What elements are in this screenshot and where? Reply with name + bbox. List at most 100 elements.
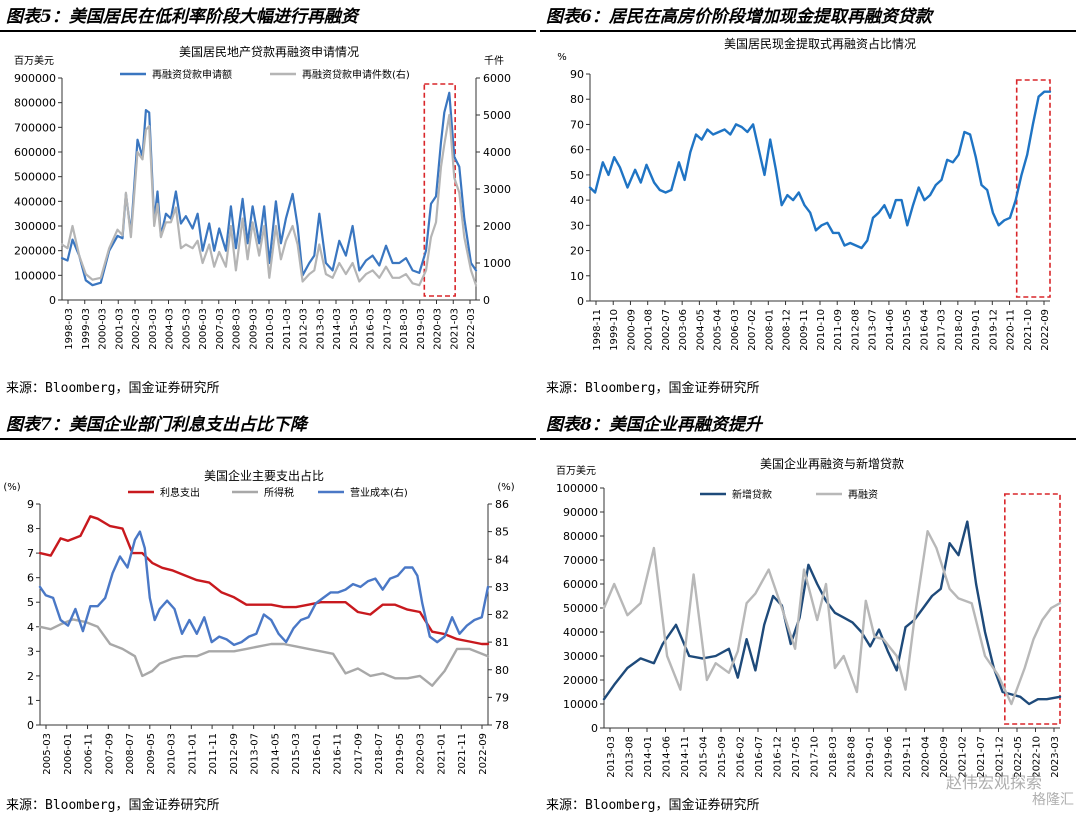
- x-tick-label: 2007-09: [104, 733, 115, 775]
- x-tick-label: 2014-06: [885, 309, 896, 351]
- y-tick-label-right: 83: [495, 581, 509, 594]
- x-tick-label: 1998-03: [64, 308, 75, 350]
- y-tick-label-left: 50000: [563, 602, 598, 615]
- x-tick-label: 2019-05: [395, 733, 406, 775]
- y-tick-label-left: 9: [27, 498, 34, 511]
- y-tick-label-left: 30: [570, 219, 584, 232]
- y-tick-label-left: 7: [27, 547, 34, 560]
- highlight-box: [423, 83, 456, 297]
- x-tick-label: 2008-12: [782, 309, 793, 351]
- x-tick-label: 2013-03: [606, 736, 617, 778]
- panel-figure-7: 图表7：美国企业部门利息支出占比下降 美国企业主要支出占比 (%) (%) 0 1 2 3 4…: [0, 408, 540, 815]
- y-tick-label-left: 400000: [14, 195, 56, 208]
- x-tick-label: 2011-11: [208, 733, 219, 775]
- y-tick-label-left: 4: [27, 621, 34, 634]
- y-tick-label-left: 50: [570, 169, 584, 182]
- x-tick-label: 2019-12: [988, 309, 999, 351]
- y-tick-label-left: 2: [27, 670, 34, 683]
- x-tick-label: 2016-03: [366, 308, 377, 350]
- x-tick-label: 2009-11: [799, 309, 810, 351]
- series-line: [38, 530, 490, 647]
- x-tick-label: 2016-12: [773, 736, 784, 778]
- x-tick-label: 2014-03: [332, 308, 343, 350]
- x-tick-label: 2005-04: [713, 309, 724, 351]
- legend-label: 利息支出: [160, 486, 200, 499]
- x-tick-label: 2017-10: [810, 736, 821, 778]
- x-tick-label: 2018-03: [399, 308, 410, 350]
- y-tick-label-left: 10: [570, 270, 584, 283]
- y-tick-label-left: 3: [27, 645, 34, 658]
- x-tick-label: 2018-08: [847, 736, 858, 778]
- y-tick-label-left: 10000: [563, 698, 598, 711]
- x-tick-label: 2013-07: [250, 733, 261, 775]
- legend-label: 新增贷款: [732, 488, 772, 501]
- series-line: [602, 520, 1062, 706]
- x-tick-label: 2004-05: [695, 309, 706, 351]
- x-tick-label: 2020-11: [1006, 309, 1017, 351]
- y-tick-label-right: 80: [495, 664, 509, 677]
- x-tick-label: 2000-09: [626, 309, 637, 351]
- y-tick-label-left: 70: [570, 118, 584, 131]
- y-tick-label-left: 60000: [563, 578, 598, 591]
- y-tick-label-left: 900000: [14, 72, 56, 85]
- y-tick-label-right: 3000: [483, 183, 511, 196]
- chart-title: 美国居民地产贷款再融资申请情况: [179, 45, 359, 59]
- x-tick-label: 2021-11: [457, 733, 468, 775]
- y-tick-label-right: 5000: [483, 109, 511, 122]
- series-line: [38, 618, 490, 687]
- figure-title: 图表8：美国企业再融资提升: [546, 415, 762, 435]
- title-rule: [540, 438, 1076, 440]
- y-axis-left-label: %: [557, 52, 567, 63]
- y-tick-label-left: 0: [591, 722, 598, 735]
- x-tick-label: 2004-03: [165, 308, 176, 350]
- x-tick-label: 2016-01: [312, 733, 323, 775]
- y-tick-label-right: 78: [495, 719, 509, 732]
- x-tick-label: 2008-01: [764, 309, 775, 351]
- x-tick-label: 2011-09: [833, 309, 844, 351]
- y-tick-label-left: 5: [27, 596, 34, 609]
- y-tick-label-right: 2000: [483, 220, 511, 233]
- x-tick-label: 2021-03: [449, 308, 460, 350]
- title-rule: [540, 30, 1076, 32]
- x-tick-label: 2020-09: [939, 736, 950, 778]
- legend-label: 营业成本(右): [350, 486, 408, 499]
- y-tick-label-left: 100000: [556, 482, 598, 495]
- chart-cash-out-refinance: 美国居民现金提取式再融资占比情况% 0 10 20 30 40 50 60 70 80 90 1998…: [557, 36, 1052, 351]
- x-tick-label: 2018-03: [828, 736, 839, 778]
- y-tick-label-right: 4000: [483, 146, 511, 159]
- y-axis-right-label: 千件: [484, 55, 504, 67]
- y-tick-label-right: 86: [495, 498, 509, 511]
- y-tick-label-left: 70000: [563, 554, 598, 567]
- x-tick-label: 2020-04: [921, 736, 932, 778]
- source-note: 来源：Bloomberg，国金证券研究所: [6, 798, 220, 813]
- y-tick-label-left: 200000: [14, 245, 56, 258]
- x-tick-label: 2007-03: [215, 308, 226, 350]
- x-tick-label: 2005-03: [181, 308, 192, 350]
- x-tick-label: 1998-11: [592, 309, 603, 351]
- x-tick-label: 2022-03: [466, 308, 477, 350]
- x-tick-label: 2017-05: [791, 736, 802, 778]
- x-tick-label: 2003-06: [678, 309, 689, 351]
- y-tick-label-right: 0: [483, 294, 490, 307]
- y-tick-label-left: 40: [570, 194, 584, 207]
- y-tick-label-left: 8: [27, 523, 34, 536]
- title-rule: [0, 438, 536, 440]
- y-tick-label-left: 700000: [14, 121, 56, 134]
- x-tick-label: 2021-01: [436, 733, 447, 775]
- y-tick-label-left: 20000: [563, 674, 598, 687]
- x-tick-label: 2010-03: [167, 733, 178, 775]
- y-axis-right-label: (%): [497, 482, 514, 493]
- x-tick-label: 2001-08: [644, 309, 655, 351]
- x-tick-label: 2002-07: [661, 309, 672, 351]
- x-tick-label: 2015-03: [291, 733, 302, 775]
- y-tick-label-right: 1000: [483, 257, 511, 270]
- x-tick-label: 2014-01: [643, 736, 654, 778]
- x-tick-label: 2021-12: [995, 736, 1006, 778]
- y-axis-left-label: 百万美元: [14, 54, 54, 67]
- y-tick-label-left: 500000: [14, 171, 56, 184]
- x-tick-label: 2009-03: [248, 308, 259, 350]
- figure-title: 图表5：美国居民在低利率阶段大幅进行再融资: [6, 7, 358, 27]
- x-tick-label: 2021-07: [976, 736, 987, 778]
